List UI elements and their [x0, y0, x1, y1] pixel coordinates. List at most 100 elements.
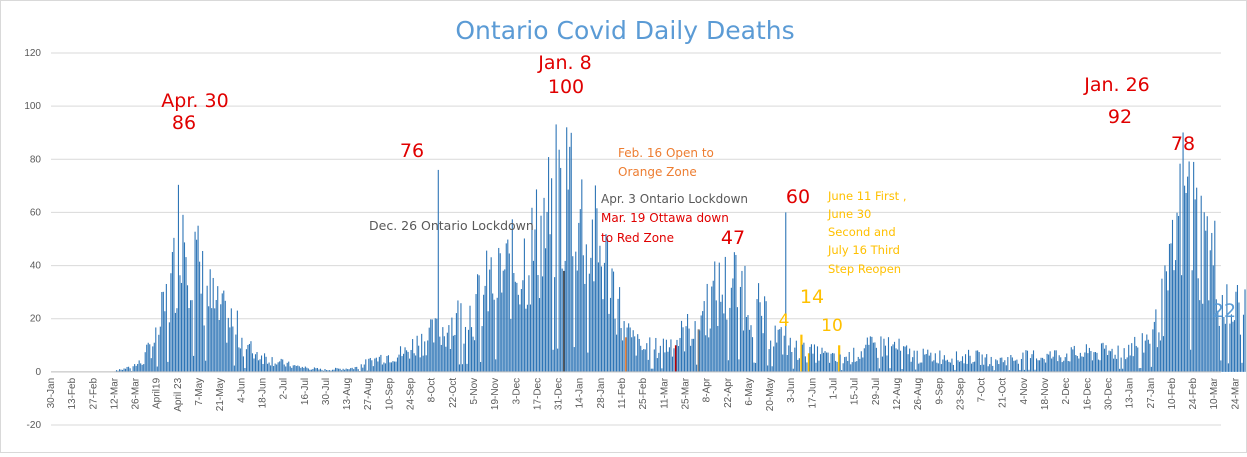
bar	[595, 185, 596, 371]
bar	[361, 364, 362, 372]
x-tick-label: 26-Mar	[131, 377, 142, 409]
bar	[337, 368, 338, 372]
bar	[272, 357, 273, 372]
bar	[1148, 340, 1149, 372]
bar	[536, 189, 537, 371]
bar	[811, 344, 812, 372]
annotation-feb16-line1: Feb. 16 Open to	[618, 146, 714, 160]
bar	[1155, 309, 1156, 371]
bar	[148, 343, 149, 372]
bar	[537, 275, 538, 372]
bar	[500, 253, 501, 372]
bar	[1149, 344, 1150, 372]
bar	[726, 320, 727, 372]
bar	[749, 330, 750, 372]
bar	[164, 311, 165, 372]
bar	[817, 346, 818, 372]
bar	[382, 364, 383, 371]
bar	[291, 368, 292, 372]
bar	[482, 326, 483, 372]
bar	[1170, 243, 1171, 371]
bar	[664, 352, 665, 371]
bar	[178, 185, 179, 372]
bar	[1116, 359, 1117, 372]
bar	[489, 270, 490, 372]
bar	[610, 298, 611, 372]
bar	[605, 234, 606, 372]
annotation-reopen-line2: June 30	[827, 207, 871, 221]
bar	[214, 308, 215, 372]
bar	[658, 353, 659, 372]
bar	[465, 327, 466, 372]
bar	[350, 368, 351, 372]
bar	[933, 360, 934, 372]
bar	[503, 271, 504, 372]
bar	[457, 300, 458, 371]
bar	[829, 363, 830, 372]
bar	[154, 343, 155, 372]
bar	[667, 352, 668, 372]
bar	[258, 360, 259, 372]
bar	[577, 271, 578, 372]
bar	[139, 360, 140, 371]
bar	[515, 282, 516, 372]
bar	[1167, 290, 1168, 371]
x-tick-label: 17-Dec	[532, 378, 543, 410]
bar	[512, 219, 513, 372]
bar	[394, 362, 395, 372]
bar	[270, 365, 271, 371]
bar	[1241, 363, 1242, 372]
bar	[713, 281, 714, 372]
bar	[438, 170, 439, 372]
x-tick-label: 25-Feb	[638, 377, 649, 409]
bar	[213, 278, 214, 372]
bar	[1030, 358, 1031, 372]
bar	[1139, 368, 1140, 372]
bar	[1146, 334, 1147, 371]
bar	[1137, 347, 1138, 371]
bar	[855, 362, 856, 372]
bar	[678, 346, 679, 372]
bar	[583, 255, 584, 372]
bar	[895, 348, 896, 372]
bar	[1012, 357, 1013, 371]
bar	[962, 356, 963, 372]
bar	[702, 311, 703, 372]
bar	[445, 347, 446, 372]
bar	[1184, 186, 1185, 372]
bar	[136, 366, 137, 372]
bar	[1069, 361, 1070, 371]
bar	[427, 340, 428, 371]
bar	[613, 272, 614, 372]
bar	[1199, 300, 1200, 372]
bar	[679, 338, 680, 372]
bar	[288, 362, 289, 372]
bar	[1231, 314, 1232, 371]
bar	[253, 358, 254, 371]
annotation-reopen-line4: July 16 Third	[827, 243, 900, 257]
bar	[528, 275, 529, 372]
bar	[371, 360, 372, 372]
bar	[1136, 346, 1137, 372]
bar	[601, 266, 602, 371]
x-tick-label: April 23	[173, 377, 184, 411]
bar	[389, 362, 390, 371]
bar	[633, 330, 634, 372]
bar	[769, 349, 770, 372]
bar	[423, 356, 424, 372]
bar	[303, 368, 304, 372]
bar	[241, 338, 242, 372]
x-tick-label: 3-Dec	[511, 378, 522, 405]
bar	[627, 328, 628, 372]
bar	[888, 337, 889, 372]
bar	[636, 356, 637, 372]
bar	[1093, 352, 1094, 372]
bar	[539, 298, 540, 372]
bar	[747, 315, 748, 372]
bar	[1152, 329, 1153, 371]
annotation-apr30-value: 86	[172, 112, 196, 134]
bar	[405, 347, 406, 372]
bar	[466, 364, 467, 372]
bar	[1021, 359, 1022, 372]
bar	[160, 327, 161, 372]
